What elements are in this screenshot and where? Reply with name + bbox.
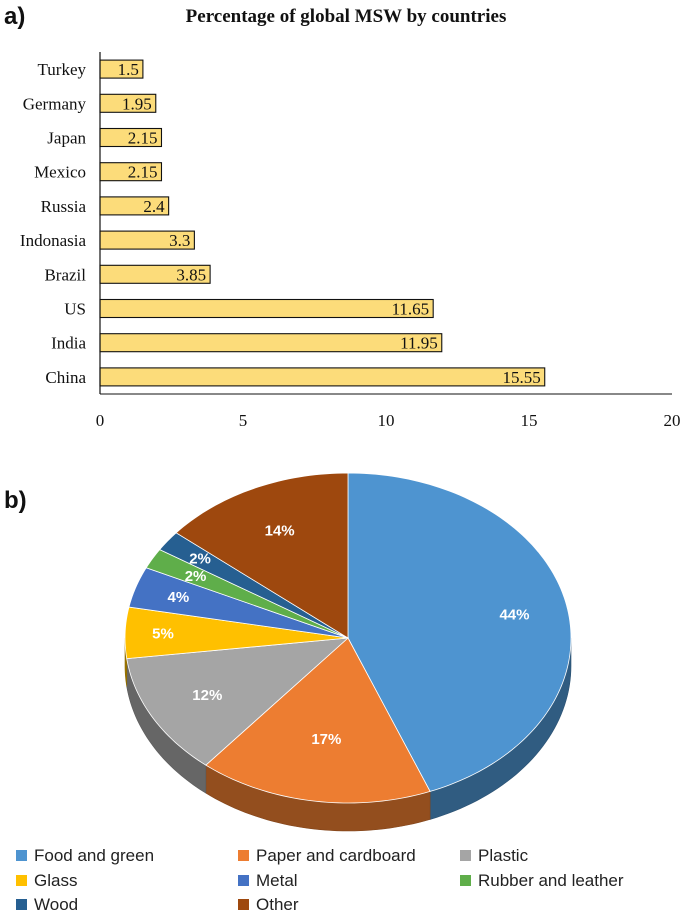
bar-value-label-japan: 2.15: [128, 129, 158, 148]
bar-india: [99, 333, 443, 353]
legend-swatch-food-and-green: [16, 850, 27, 861]
bar-value-label-china: 15.55: [502, 368, 540, 387]
legend-label-paper-and-cardboard: Paper and cardboard: [256, 846, 416, 865]
pie-label-other: 14%: [265, 523, 295, 540]
pie-label-wood: 2%: [189, 550, 211, 567]
legend-swatch-glass: [16, 875, 27, 886]
legend-label-glass: Glass: [34, 871, 77, 890]
legend-label-rubber-and-leather: Rubber and leather: [478, 871, 624, 890]
category-label-turkey: Turkey: [38, 60, 87, 79]
category-label-indonasia: Indonasia: [20, 231, 87, 250]
pie-slice-other: [175, 472, 349, 639]
pie-label-paper-and-cardboard: 17%: [311, 731, 341, 748]
x-tick-label-5: 5: [239, 411, 248, 430]
pie-label-glass: 5%: [152, 626, 174, 643]
pie-legend: Food and green Paper and cardboard Plastic…: [16, 846, 624, 914]
category-label-us: US: [64, 300, 86, 319]
pie-slice-food-and-green: [347, 472, 572, 792]
pie-slice-labels: 44% 17% 12% 5% 4% 2%2% 14%: [152, 523, 529, 749]
bar-china: [99, 367, 546, 387]
legend-swatch-wood: [16, 899, 27, 910]
legend-label-plastic: Plastic: [478, 846, 529, 865]
legend-swatch-rubber-and-leather: [460, 875, 471, 886]
bar-us: [99, 298, 434, 319]
x-tick-label-15: 15: [521, 411, 538, 430]
category-label-brazil: Brazil: [44, 265, 86, 284]
bar-value-label-indonasia: 3.3: [169, 231, 190, 250]
legend-label-metal: Metal: [256, 871, 298, 890]
panel-label-a: a): [4, 3, 25, 30]
pie-3d-side: [124, 637, 572, 832]
bar-chart: a) Percentage of global MSW by countries…: [4, 3, 681, 430]
pie-slice-wood: [159, 532, 349, 639]
legend-swatch-paper-and-cardboard: [238, 850, 249, 861]
pie-label-rubber-and-leather: 2%: [185, 568, 207, 585]
legend-swatch-other: [238, 899, 249, 910]
legend-label-other: Other: [256, 895, 299, 914]
x-tick-label-20: 20: [664, 411, 681, 430]
category-label-germany: Germany: [23, 94, 87, 113]
x-tick-label-0: 0: [96, 411, 105, 430]
bar-marks: 1.5 Turkey 1.95 Germany 2.15 Japan 2.15 Mexico 2…: [20, 59, 546, 387]
bar-value-label-us: 11.65: [392, 300, 430, 319]
legend-swatch-metal: [238, 875, 249, 886]
category-label-russia: Russia: [41, 197, 87, 216]
pie-slice-rubber-and-leather: [145, 549, 349, 639]
pie-label-metal: 4%: [167, 589, 189, 606]
category-label-japan: Japan: [47, 129, 86, 148]
category-label-india: India: [51, 334, 86, 353]
bar-value-label-india: 11.95: [400, 334, 438, 353]
legend-label-wood: Wood: [34, 895, 78, 914]
pie-slice-metal: [128, 567, 349, 639]
pie-slice-glass: [124, 606, 349, 660]
pie-slice-paper-and-cardboard: [205, 637, 431, 804]
pie-chart: b) 44% 17% 12% 5% 4% 2%2% 14% Food and green Pa…: [4, 472, 624, 914]
bar-value-label-turkey: 1.5: [118, 60, 139, 79]
bar-value-label-germany: 1.95: [122, 94, 152, 113]
bar-value-label-brazil: 3.85: [176, 265, 206, 284]
bar-chart-x-ticks: 0 5 10 15 20: [96, 411, 681, 430]
pie-slices: [124, 472, 572, 804]
category-label-china: China: [45, 368, 86, 387]
bar-chart-title: Percentage of global MSW by countries: [186, 6, 507, 27]
x-tick-label-10: 10: [378, 411, 395, 430]
pie-label-plastic: 12%: [192, 687, 222, 704]
legend-label-food-and-green: Food and green: [34, 846, 154, 865]
pie-slice-plastic: [126, 637, 350, 766]
panel-label-b: b): [4, 487, 27, 514]
legend-swatch-plastic: [460, 850, 471, 861]
bar-value-label-russia: 2.4: [143, 197, 165, 216]
pie-label-food-and-green: 44%: [499, 607, 529, 624]
bar-value-label-mexico: 2.15: [128, 163, 158, 182]
category-label-mexico: Mexico: [34, 163, 86, 182]
